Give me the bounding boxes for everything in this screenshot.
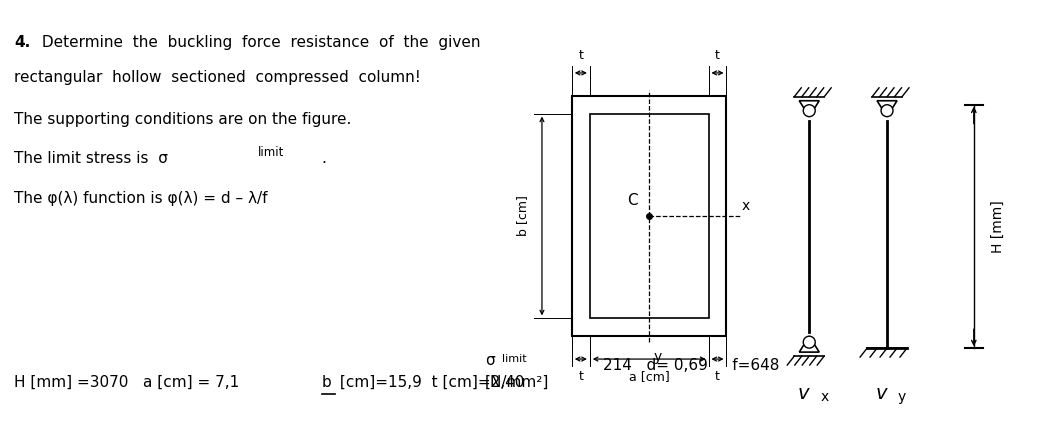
- Bar: [572, 96, 726, 336]
- Circle shape: [803, 105, 815, 117]
- Text: Determine  the  buckling  force  resistance  of  the  given: Determine the buckling force resistance …: [38, 35, 481, 50]
- Text: y: y: [653, 350, 661, 364]
- Text: σ: σ: [485, 353, 495, 368]
- Text: The supporting conditions are on the figure.: The supporting conditions are on the fig…: [15, 112, 352, 127]
- Text: a [cm]: a [cm]: [629, 370, 670, 383]
- Text: rectangular  hollow  sectioned  compressed  column!: rectangular hollow sectioned compressed …: [15, 70, 421, 85]
- Text: x: x: [821, 390, 829, 404]
- Bar: [590, 114, 708, 318]
- Text: t: t: [715, 49, 720, 62]
- Text: b: b: [322, 375, 331, 390]
- Text: .: .: [322, 151, 326, 166]
- Text: The φ(λ) function is φ(λ) = d – λ/f: The φ(λ) function is φ(λ) = d – λ/f: [15, 191, 268, 206]
- Circle shape: [881, 105, 893, 117]
- Text: H [mm] =3070   a [cm] = 7,1: H [mm] =3070 a [cm] = 7,1: [15, 375, 249, 390]
- Circle shape: [803, 336, 815, 348]
- Text: $\mathit{v}$: $\mathit{v}$: [798, 384, 811, 403]
- Text: x: x: [741, 199, 749, 213]
- Text: t: t: [715, 370, 720, 383]
- Text: $\mathit{v}$: $\mathit{v}$: [875, 384, 889, 403]
- Text: limit: limit: [502, 354, 527, 364]
- Text: H [mm]: H [mm]: [990, 200, 1005, 253]
- Text: 214   d= 0,69     f=648: 214 d= 0,69 f=648: [603, 358, 779, 373]
- Text: limit: limit: [258, 146, 284, 160]
- Text: b [cm]: b [cm]: [516, 196, 529, 236]
- Text: [cm]=15,9  t [cm]=2,40: [cm]=15,9 t [cm]=2,40: [334, 375, 524, 390]
- Text: [N/mm²]: [N/mm²]: [485, 375, 549, 390]
- Text: t: t: [578, 370, 584, 383]
- Polygon shape: [800, 101, 820, 117]
- Text: 4.: 4.: [15, 35, 30, 50]
- Text: y: y: [898, 390, 907, 404]
- Polygon shape: [800, 336, 820, 352]
- Text: C: C: [627, 193, 638, 208]
- Polygon shape: [877, 101, 897, 117]
- Text: The limit stress is  σ: The limit stress is σ: [15, 151, 169, 166]
- Text: t: t: [578, 49, 584, 62]
